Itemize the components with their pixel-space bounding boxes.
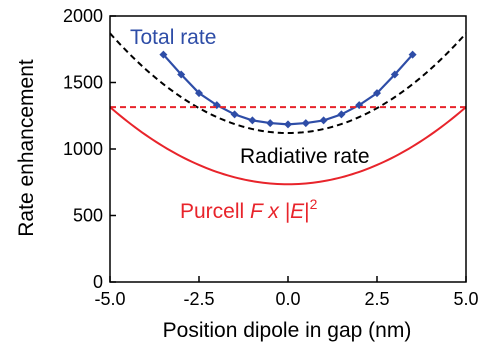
- y-tick-label: 2000: [63, 6, 103, 26]
- total-rate-marker: [230, 110, 239, 119]
- purcell-E: E: [290, 200, 305, 223]
- series-line-total-rate: [162, 53, 414, 126]
- y-tick-label: 1000: [63, 139, 103, 159]
- x-tick-label: -5.0: [94, 289, 125, 309]
- total-rate-marker: [337, 110, 346, 119]
- total-rate-marker: [177, 70, 186, 79]
- total-rate-marker: [301, 119, 310, 128]
- x-tick-label: 2.5: [364, 289, 389, 309]
- total-rate-marker: [195, 89, 203, 98]
- purcell-F: F: [250, 200, 264, 223]
- x-axis-label: Position dipole in gap (nm): [163, 319, 412, 342]
- series-line-purcell-f-x-e-2: [110, 106, 466, 186]
- x-tick-label: -2.5: [183, 289, 214, 309]
- purcell-prefix: Purcell: [180, 200, 250, 223]
- x-tick-label: 0.0: [275, 289, 300, 309]
- total-rate-label: Total rate: [130, 26, 216, 49]
- series-line-radiative-rate: [110, 32, 466, 135]
- y-tick-label: 1500: [63, 73, 103, 93]
- purcell-sup: 2: [310, 196, 318, 212]
- y-tick-label: 0: [93, 272, 103, 292]
- total-rate-marker: [373, 89, 381, 98]
- y-axis-label: Rate enhancement: [15, 59, 38, 237]
- total-rate-marker: [408, 50, 417, 59]
- x-tick-label: 5.0: [453, 289, 478, 309]
- total-rate-marker: [284, 120, 292, 129]
- total-rate-marker: [319, 116, 328, 125]
- total-rate-marker: [248, 116, 257, 125]
- purcell-x: x |: [262, 200, 290, 223]
- total-rate-marker: [159, 50, 168, 59]
- purcell-label: Purcell F x |E|2: [180, 196, 318, 223]
- series-layer: [110, 32, 466, 186]
- total-rate-marker: [390, 70, 399, 79]
- ticks-layer: -5.0 -2.5 0.0 2.5 5.0 0 500 1000 1500 2000: [63, 6, 479, 309]
- y-tick-label: 500: [73, 206, 103, 226]
- purcell-bar: |: [304, 200, 309, 223]
- radiative-rate-label: Radiative rate: [240, 145, 370, 168]
- total-rate-marker: [266, 119, 275, 128]
